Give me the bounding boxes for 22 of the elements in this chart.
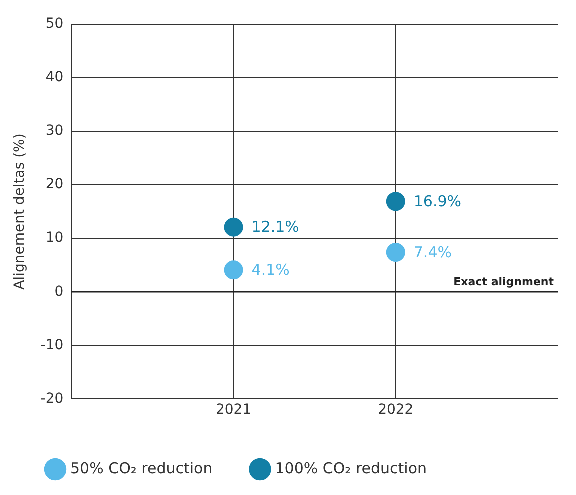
data-label: 16.9% [414,192,462,211]
ref-line-label: Exact alignment [454,275,554,288]
y-tick-label: 10 [46,230,64,246]
point [224,218,244,237]
y-tick-label: 50 [46,16,64,32]
x-tick-label: 2022 [378,402,414,418]
point [386,192,406,212]
legend-label: 50% CO₂ reduction [70,459,213,478]
y-tick-label: -20 [40,390,64,407]
point [224,260,244,280]
y-tick-label: -10 [40,337,64,354]
x-tick-label: 2021 [216,402,252,418]
y-axis-title: Alignement deltas (%) [12,134,28,290]
y-tick-label: 0 [54,284,64,300]
y-tick-label: 20 [46,176,64,193]
y-tick-label: 30 [46,123,64,140]
legend-label: 100% CO₂ reduction [275,459,428,478]
data-label: 4.1% [252,261,290,280]
point [386,242,406,262]
data-label: 12.1% [252,218,300,236]
y-tick-label: 40 [46,70,64,86]
data-label: 7.4% [414,243,452,262]
